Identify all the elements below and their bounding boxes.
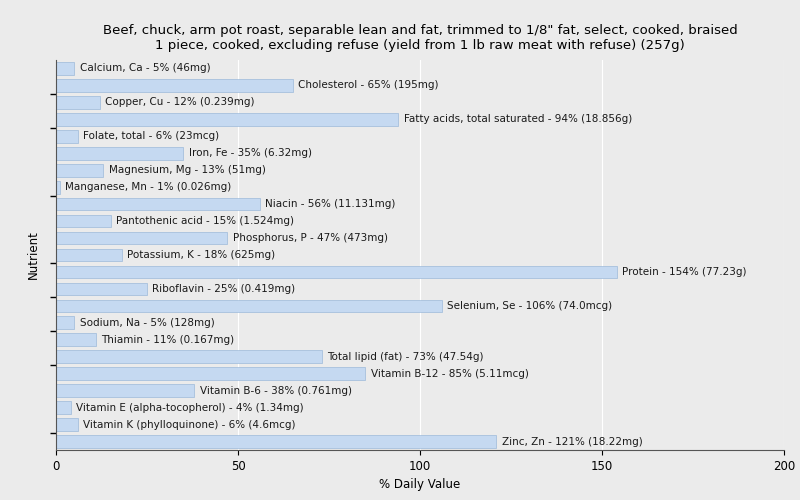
Bar — [56, 96, 100, 109]
Bar — [56, 435, 497, 448]
Bar — [56, 368, 366, 380]
Text: Folate, total - 6% (23mcg): Folate, total - 6% (23mcg) — [83, 132, 219, 141]
Bar — [56, 181, 60, 194]
Bar — [56, 147, 183, 160]
Text: Riboflavin - 25% (0.419mg): Riboflavin - 25% (0.419mg) — [153, 284, 295, 294]
Text: Potassium, K - 18% (625mg): Potassium, K - 18% (625mg) — [127, 250, 275, 260]
Text: Vitamin B-12 - 85% (5.11mcg): Vitamin B-12 - 85% (5.11mcg) — [371, 368, 529, 378]
Bar — [56, 334, 96, 346]
Bar — [56, 130, 78, 142]
Bar — [56, 316, 74, 329]
Text: Fatty acids, total saturated - 94% (18.856g): Fatty acids, total saturated - 94% (18.8… — [404, 114, 632, 124]
Bar — [56, 282, 147, 296]
Bar — [56, 214, 110, 228]
Title: Beef, chuck, arm pot roast, separable lean and fat, trimmed to 1/8" fat, select,: Beef, chuck, arm pot roast, separable le… — [102, 24, 738, 52]
Text: Pantothenic acid - 15% (1.524mg): Pantothenic acid - 15% (1.524mg) — [116, 216, 294, 226]
Text: Manganese, Mn - 1% (0.026mg): Manganese, Mn - 1% (0.026mg) — [65, 182, 231, 192]
X-axis label: % Daily Value: % Daily Value — [379, 478, 461, 492]
Text: Cholesterol - 65% (195mg): Cholesterol - 65% (195mg) — [298, 80, 438, 90]
Text: Magnesium, Mg - 13% (51mg): Magnesium, Mg - 13% (51mg) — [109, 165, 266, 175]
Bar — [56, 266, 617, 278]
Text: Phosphorus, P - 47% (473mg): Phosphorus, P - 47% (473mg) — [233, 233, 387, 243]
Bar — [56, 62, 74, 75]
Text: Thiamin - 11% (0.167mg): Thiamin - 11% (0.167mg) — [102, 335, 234, 345]
Text: Vitamin B-6 - 38% (0.761mg): Vitamin B-6 - 38% (0.761mg) — [200, 386, 352, 396]
Bar — [56, 164, 103, 176]
Bar — [56, 418, 78, 431]
Text: Vitamin E (alpha-tocopherol) - 4% (1.34mg): Vitamin E (alpha-tocopherol) - 4% (1.34m… — [76, 402, 304, 412]
Bar — [56, 113, 398, 126]
Text: Selenium, Se - 106% (74.0mcg): Selenium, Se - 106% (74.0mcg) — [447, 301, 613, 311]
Bar — [56, 79, 293, 92]
Text: Iron, Fe - 35% (6.32mg): Iron, Fe - 35% (6.32mg) — [189, 148, 312, 158]
Text: Protein - 154% (77.23g): Protein - 154% (77.23g) — [622, 267, 746, 277]
Bar — [56, 384, 194, 397]
Bar — [56, 300, 442, 312]
Text: Zinc, Zn - 121% (18.22mg): Zinc, Zn - 121% (18.22mg) — [502, 436, 642, 446]
Text: Niacin - 56% (11.131mg): Niacin - 56% (11.131mg) — [266, 199, 396, 209]
Bar — [56, 350, 322, 363]
Text: Copper, Cu - 12% (0.239mg): Copper, Cu - 12% (0.239mg) — [105, 98, 254, 108]
Bar — [56, 401, 70, 414]
Text: Total lipid (fat) - 73% (47.54g): Total lipid (fat) - 73% (47.54g) — [327, 352, 484, 362]
Text: Sodium, Na - 5% (128mg): Sodium, Na - 5% (128mg) — [80, 318, 214, 328]
Bar — [56, 248, 122, 262]
Bar — [56, 232, 227, 244]
Y-axis label: Nutrient: Nutrient — [27, 230, 40, 280]
Text: Vitamin K (phylloquinone) - 6% (4.6mcg): Vitamin K (phylloquinone) - 6% (4.6mcg) — [83, 420, 296, 430]
Text: Calcium, Ca - 5% (46mg): Calcium, Ca - 5% (46mg) — [80, 64, 210, 74]
Bar — [56, 198, 260, 210]
